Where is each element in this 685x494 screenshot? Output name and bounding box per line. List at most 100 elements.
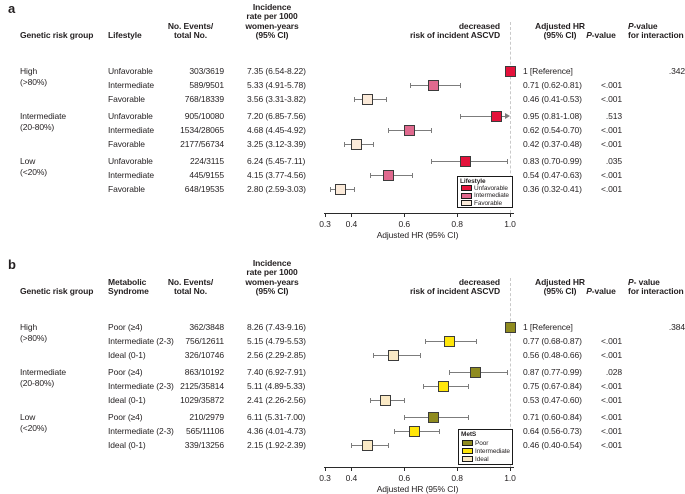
exposure-cell: Unfavorable	[108, 156, 153, 166]
incidence-cell: 5.11 (4.89-5.33)	[247, 381, 306, 391]
axis-tick-label: 0.4	[345, 219, 358, 229]
legend-swatch	[461, 448, 473, 454]
events-cell: 362/3848	[189, 322, 224, 332]
forest-whisker-cap-left	[425, 338, 427, 344]
forest-square	[351, 138, 363, 150]
events-cell: 1534/28065	[180, 125, 224, 135]
incidence-cell: 7.20 (6.85-7.56)	[247, 111, 306, 121]
forest-whisker-cap-left	[449, 369, 451, 375]
incidence-cell: 7.35 (6.54-8.22)	[247, 66, 306, 76]
axis-tick-label: 0.3	[319, 219, 331, 229]
axis-tick-label: 1.0	[504, 473, 516, 483]
exposure-cell: Intermediate	[108, 125, 155, 135]
forest-whisker-cap-left	[372, 352, 374, 358]
forest-whisker-cap-left	[351, 442, 353, 448]
p-value-cell: <.001	[600, 125, 622, 135]
forest-whisker-cap-right	[459, 82, 461, 88]
group-name: Low	[20, 156, 36, 166]
hr-cell: 0.75 (0.67-0.84)	[523, 381, 582, 391]
exposure-cell: Intermediate	[108, 80, 155, 90]
forest-square	[504, 321, 516, 333]
group-name: Low	[20, 412, 36, 422]
incidence-cell: 8.26 (7.43-9.16)	[247, 322, 306, 332]
axis-tick	[510, 213, 511, 217]
forest-square	[438, 380, 450, 392]
axis-tick-label: 0.3	[319, 473, 331, 483]
group-range: (20-80%)	[20, 377, 55, 388]
forest-whisker-cap-left	[404, 414, 406, 420]
events-cell: 648/19535	[184, 184, 224, 194]
column-header-incidence: Incidence rate per 1000 women-years (95% CI…	[245, 257, 299, 296]
hr-cell: 0.71 (0.60-0.84)	[523, 412, 582, 422]
p-value-cell: <.001	[600, 170, 622, 180]
legend-entry-label: Ideal	[475, 455, 489, 463]
incidence-cell: 4.68 (4.45-4.92)	[247, 125, 306, 135]
axis-title: Adjusted HR (95% CI)	[376, 484, 459, 494]
forest-square	[335, 183, 347, 195]
incidence-cell: 5.33 (4.91-5.78)	[247, 80, 306, 90]
legend-swatch	[461, 440, 473, 446]
p-value-cell: .513	[605, 111, 622, 121]
forest-square	[427, 79, 439, 91]
exposure-cell: Intermediate	[108, 170, 155, 180]
column-header-hr: Adjusted HR (95% CI)	[535, 20, 585, 40]
events-cell: 1029/35872	[180, 395, 224, 405]
legend-title: Lifestyle	[460, 178, 486, 185]
hr-cell: 0.36 (0.32-0.41)	[523, 184, 582, 194]
hr-cell: 0.62 (0.54-0.70)	[523, 125, 582, 135]
forest-whisker-cap-left	[388, 127, 390, 133]
forest-whisker-cap-right	[430, 127, 432, 133]
incidence-cell: 6.24 (5.45-7.11)	[247, 156, 306, 166]
exposure-cell: Favorable	[108, 139, 145, 149]
forest-square	[404, 124, 416, 136]
forest-square	[380, 394, 392, 406]
axis-tick-label: 0.8	[451, 219, 463, 229]
p-interaction-cell: .342	[668, 66, 685, 76]
panel-label: a	[8, 1, 16, 16]
hr-cell: 0.54 (0.47-0.63)	[523, 170, 582, 180]
column-header-group: Genetic risk group	[20, 286, 94, 296]
events-cell: 224/3115	[189, 156, 224, 166]
hr-cell: 0.46 (0.41-0.53)	[523, 94, 582, 104]
group-name: High	[20, 66, 38, 76]
p-value-cell: <.001	[600, 381, 622, 391]
events-cell: 303/3619	[189, 66, 224, 76]
legend-entry-label: Favorable	[474, 199, 503, 207]
axis-tick	[404, 467, 406, 471]
hr-cell: 0.46 (0.40-0.54)	[523, 440, 582, 450]
forest-whisker-cap-right	[475, 338, 477, 344]
column-header-group: Genetic risk group	[20, 30, 94, 40]
group-name: Intermediate	[20, 111, 67, 121]
column-header-p-interaction: P- value for interaction	[628, 276, 684, 296]
exposure-cell: Ideal (0-1)	[108, 440, 146, 450]
forest-whisker-cap-right	[507, 369, 509, 375]
forest-square	[443, 335, 455, 347]
axis-tick	[404, 213, 406, 217]
forest-whisker-cap-right	[404, 397, 406, 403]
group-range: (20-80%)	[20, 121, 55, 132]
plot-direction-header: decreased risk of incident ASCVD	[409, 20, 500, 40]
forest-arrow-right-icon	[505, 112, 510, 119]
exposure-cell: Favorable	[108, 184, 145, 194]
p-value-cell: <.001	[600, 412, 622, 422]
exposure-cell: Unfavorable	[108, 66, 153, 76]
column-header-hr: Adjusted HR (95% CI)	[535, 276, 585, 296]
legend-entry-label: Unfavorable	[474, 184, 508, 192]
group-range: (>80%)	[20, 76, 48, 87]
events-cell: 326/10746	[184, 350, 224, 360]
hr-cell: 0.95 (0.81-1.08)	[523, 111, 582, 121]
forest-square	[388, 349, 400, 361]
forest-whisker-cap-left	[430, 158, 432, 164]
forest-whisker-cap-left	[369, 397, 371, 403]
axis-line	[324, 213, 514, 214]
plot-direction-header: decreased risk of incident ASCVD	[409, 276, 500, 296]
events-cell: 768/18339	[184, 94, 224, 104]
reference-line	[510, 22, 511, 213]
column-header-exposure: Lifestyle	[108, 30, 142, 40]
p-value-cell: <.001	[600, 440, 622, 450]
hr-cell: 1 [Reference]	[523, 322, 573, 332]
p-value-cell: <.001	[600, 336, 622, 346]
axis-tick-label: 0.6	[398, 473, 411, 483]
p-value-cell: <.001	[600, 94, 622, 104]
incidence-cell: 2.41 (2.26-2.56)	[247, 395, 306, 405]
